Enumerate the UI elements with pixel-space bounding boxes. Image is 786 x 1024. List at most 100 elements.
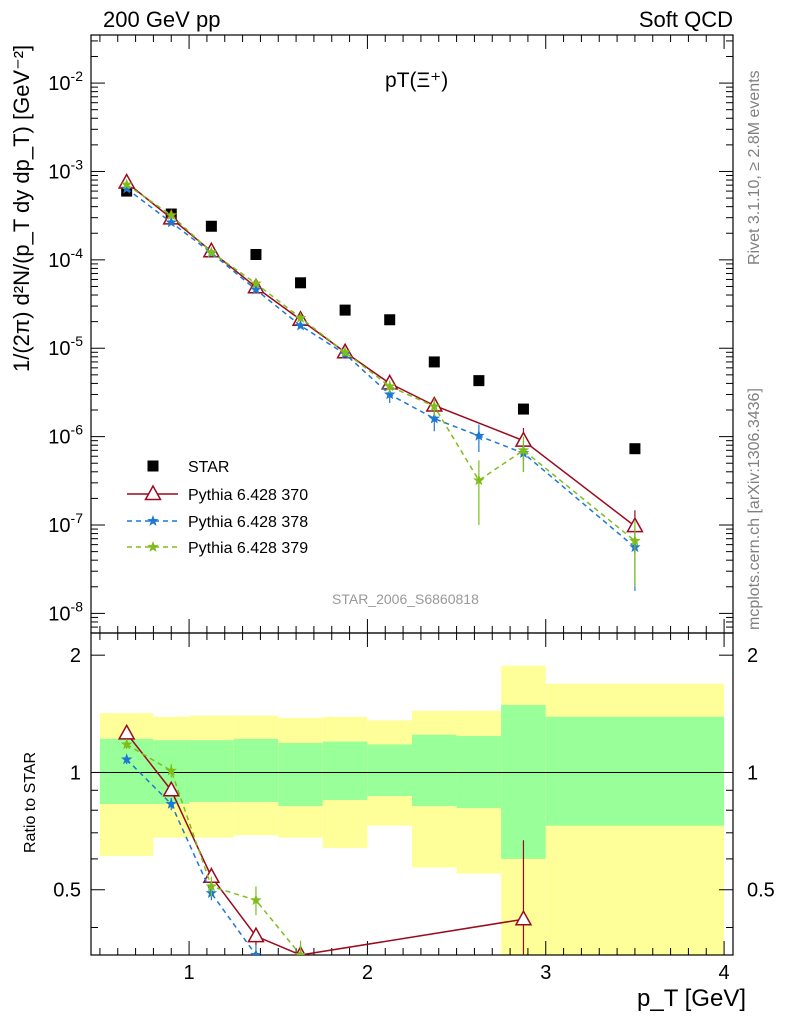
legend-label: Pythia 6.428 378 bbox=[188, 514, 308, 531]
y-tick-label-main: 10-4 bbox=[48, 245, 83, 272]
analysis-tag: STAR_2006_S6860818 bbox=[332, 591, 479, 607]
y-tick-label-main: 10-5 bbox=[48, 333, 83, 360]
y-tick-label-main: 10-6 bbox=[48, 422, 83, 449]
data-point bbox=[517, 444, 530, 456]
y-tick-label-main: 10-8 bbox=[48, 598, 83, 625]
ratio-point bbox=[162, 780, 181, 797]
y-tick-label-ratio: 0.5 bbox=[53, 880, 81, 902]
legend-marker bbox=[147, 541, 159, 552]
band-inner-bin bbox=[367, 744, 412, 797]
x-tick-label: 3 bbox=[540, 962, 551, 984]
y-tick-label-ratio: 1 bbox=[70, 762, 81, 784]
energy-label: 200 GeV pp bbox=[103, 7, 221, 32]
series-line bbox=[126, 184, 636, 542]
ratio-uncertainty-bands bbox=[91, 665, 733, 955]
data-point-star bbox=[205, 220, 217, 232]
ratio-line bbox=[126, 732, 524, 955]
legend-marker bbox=[144, 484, 162, 501]
data-point bbox=[473, 429, 485, 441]
legend-marker-star bbox=[147, 460, 159, 472]
data-point bbox=[250, 283, 262, 295]
y-tick-label-main: 10-7 bbox=[48, 510, 83, 537]
ratio-point bbox=[165, 764, 177, 776]
legend-entry: STAR bbox=[147, 459, 229, 476]
ratio-point bbox=[250, 894, 262, 906]
data-point bbox=[428, 400, 440, 412]
x-tick-label: 2 bbox=[362, 962, 373, 984]
data-point bbox=[250, 277, 262, 289]
ratio-point bbox=[120, 738, 133, 750]
band-inner-bin bbox=[501, 704, 546, 859]
data-point-star bbox=[339, 304, 351, 316]
legend-entry: Pythia 6.428 370 bbox=[127, 484, 308, 504]
series-ratio-1 bbox=[117, 723, 533, 955]
band-inner-bin bbox=[278, 743, 323, 807]
data-point-star bbox=[428, 356, 440, 368]
data-point bbox=[473, 474, 485, 486]
data-point bbox=[629, 534, 641, 546]
plot-frames bbox=[90, 34, 734, 956]
legend-marker bbox=[147, 515, 159, 526]
band-inner-bin bbox=[545, 716, 725, 826]
y-tick-label-main: 10-2 bbox=[48, 68, 83, 95]
band-inner-bin bbox=[412, 734, 457, 807]
legend-label: STAR bbox=[188, 459, 229, 476]
ratio-point bbox=[250, 949, 262, 955]
ratio-point bbox=[514, 909, 533, 926]
legend-label: Pythia 6.428 379 bbox=[188, 540, 308, 557]
x-tick-label: 1 bbox=[184, 962, 195, 984]
ratio-point bbox=[205, 880, 218, 892]
band-inner-bin bbox=[99, 738, 154, 804]
y-tick-label-ratio-right: 2 bbox=[747, 645, 758, 667]
y-axis-label-ratio: Ratio to STAR bbox=[22, 751, 39, 853]
ratio-point bbox=[120, 753, 133, 765]
data-point bbox=[120, 182, 133, 194]
ratio-panel-frame bbox=[90, 632, 734, 956]
ratio-point bbox=[294, 949, 307, 955]
data-point bbox=[165, 209, 177, 221]
rivet-version-label: Rivet 3.1.10, ≥ 2.8M events bbox=[746, 70, 763, 265]
series-star-data bbox=[121, 185, 641, 455]
tick-labels: 1 2 3 4 10-8 10-7 10-6 10-5 10-4 10-3 10-2 0.5 0.5 1 1… bbox=[48, 68, 775, 984]
ratio-point bbox=[247, 926, 265, 943]
data-point bbox=[165, 216, 177, 228]
ratio-point bbox=[165, 797, 177, 809]
y-tick-label-ratio: 2 bbox=[70, 645, 81, 667]
series-ratio-3 bbox=[120, 738, 307, 955]
y-tick-label-ratio-right: 1 bbox=[747, 762, 758, 784]
series-line bbox=[126, 181, 636, 527]
y-tick-label-ratio-right: 0.5 bbox=[747, 880, 775, 902]
series-layer bbox=[117, 172, 644, 955]
y-tick-label-main: 10-3 bbox=[48, 156, 83, 183]
y-axis-label-main: 1/(2π) d²N/(p_T dy dp_T) [GeV⁻²] bbox=[9, 44, 34, 372]
data-point bbox=[384, 388, 396, 400]
data-point-star bbox=[250, 248, 262, 260]
plot-title: pT(Ξ⁺) bbox=[385, 69, 449, 92]
legend-label: Pythia 6.428 370 bbox=[188, 487, 308, 504]
band-inner-bin bbox=[233, 738, 279, 802]
band-inner-bin bbox=[189, 740, 234, 802]
series-main-3 bbox=[120, 178, 641, 587]
x-axis-label: p_T [GeV] bbox=[637, 985, 746, 1012]
band-inner-bin bbox=[322, 741, 368, 800]
data-point bbox=[384, 380, 396, 392]
ratio-line bbox=[126, 758, 257, 955]
mcplots-source-label: mcplots.cern.ch [arXiv:1306.3436] bbox=[746, 388, 763, 630]
data-point bbox=[294, 311, 307, 323]
data-point-star bbox=[384, 314, 396, 326]
category-label: Soft QCD bbox=[638, 7, 733, 32]
legend-entry: Pythia 6.428 378 bbox=[127, 514, 308, 531]
axis-ticks bbox=[91, 35, 733, 955]
data-point bbox=[120, 178, 133, 190]
data-point bbox=[428, 412, 440, 424]
legend-entry: Pythia 6.428 379 bbox=[127, 540, 308, 557]
data-point-star bbox=[473, 375, 485, 387]
data-point-star bbox=[295, 277, 307, 289]
data-point bbox=[339, 346, 351, 358]
x-tick-label: 4 bbox=[719, 962, 730, 984]
legend: STAR Pythia 6.428 370 Pythia 6.428 378 Pyth… bbox=[127, 459, 308, 557]
data-point-star bbox=[629, 443, 641, 455]
data-point-star bbox=[517, 403, 529, 415]
data-point bbox=[205, 246, 218, 258]
